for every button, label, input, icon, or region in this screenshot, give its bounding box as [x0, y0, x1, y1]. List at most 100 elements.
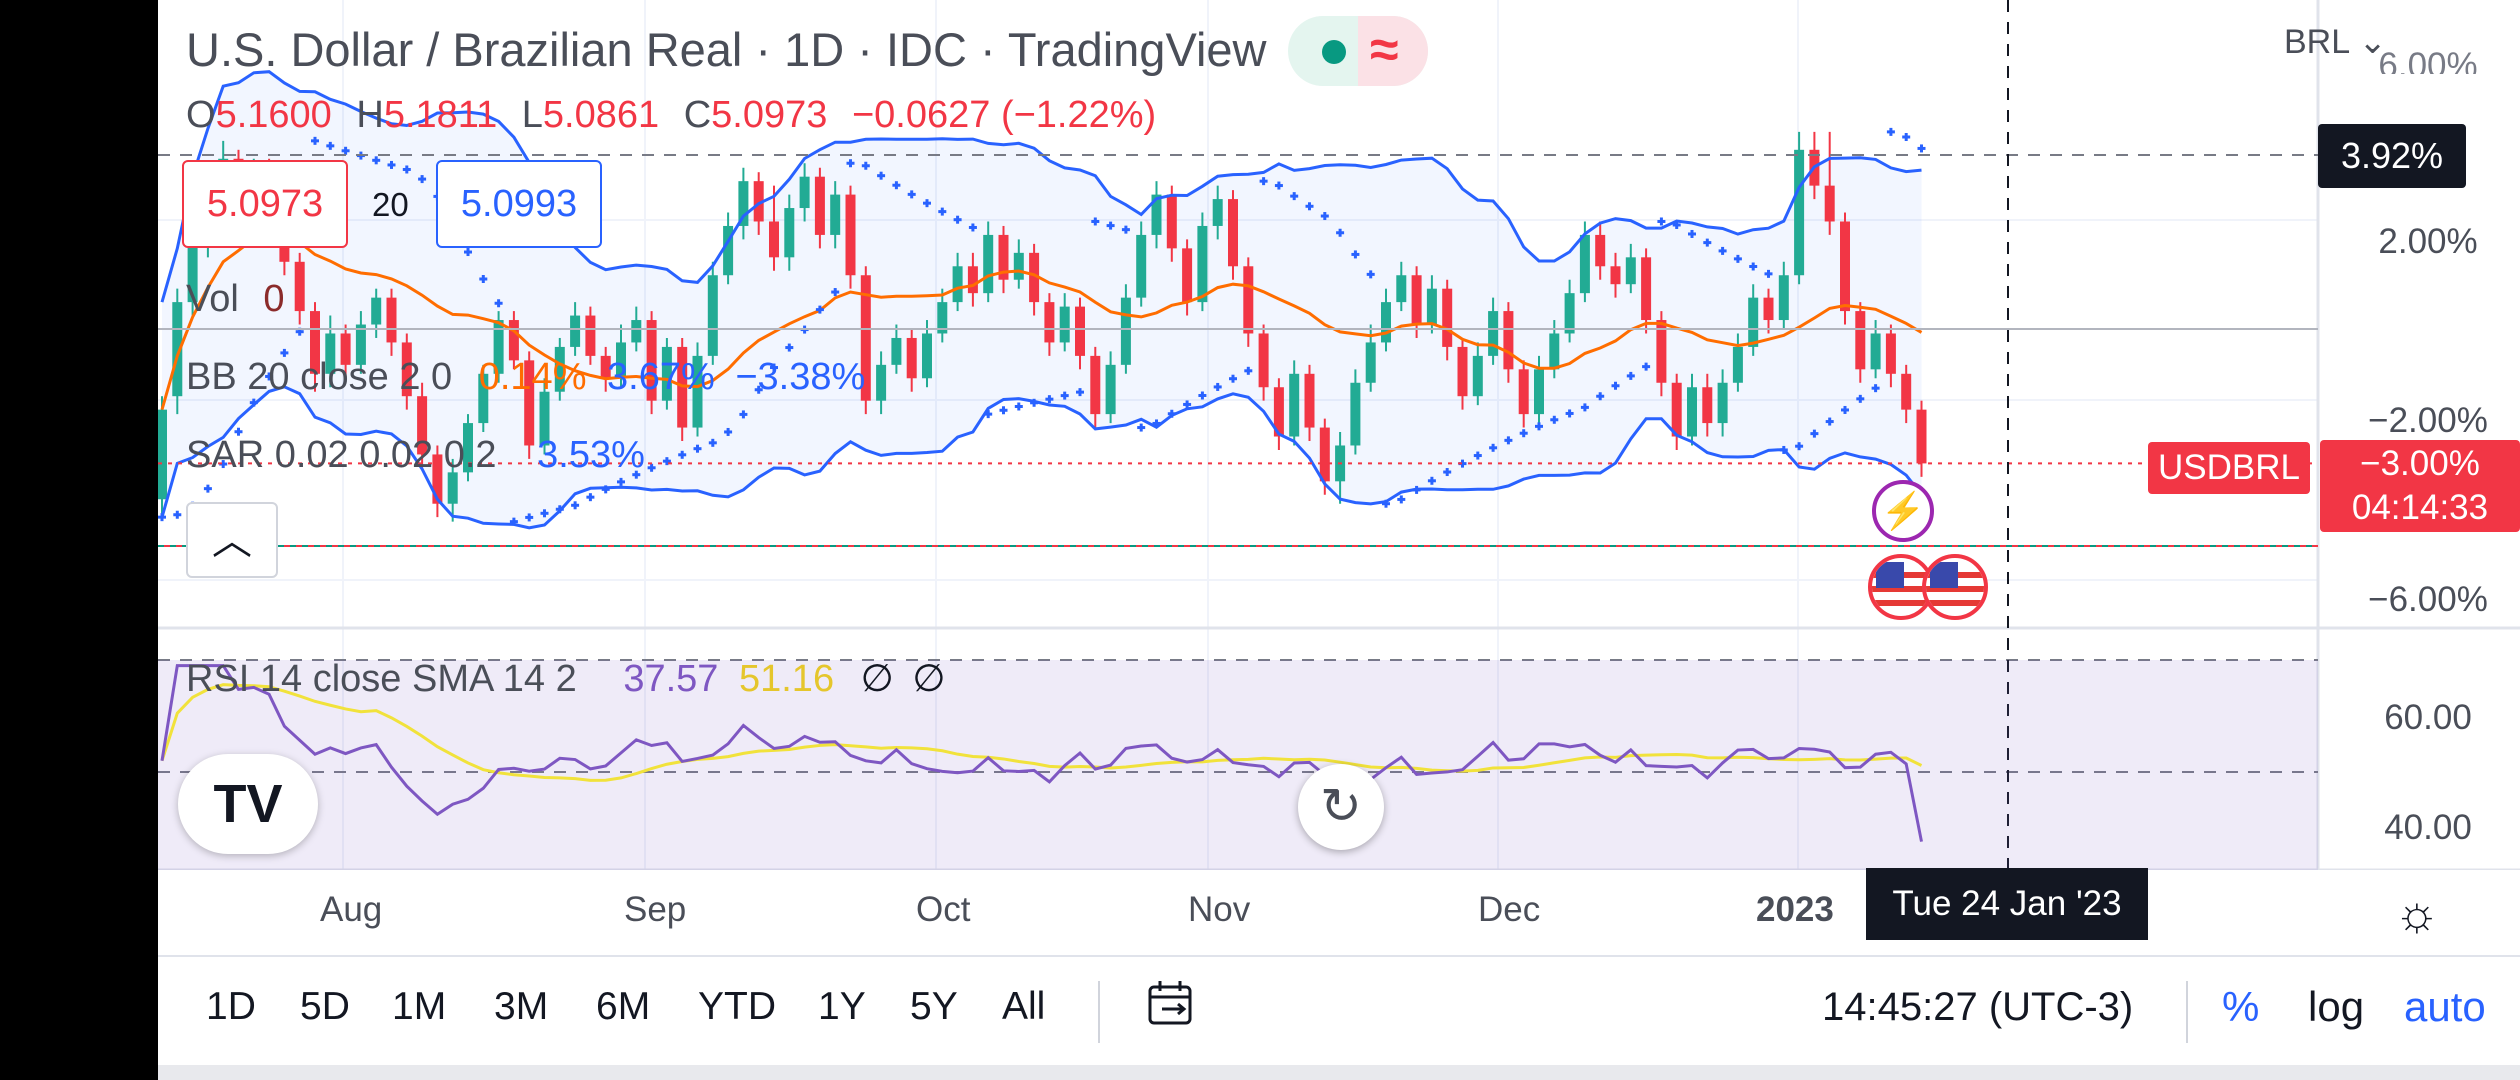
candle-down: [1243, 266, 1254, 334]
symbol-tag: USDBRL: [2148, 442, 2310, 494]
range-6m[interactable]: 6M: [596, 985, 651, 1028]
candle-down: [906, 337, 917, 379]
rsi-na-2: ∅: [912, 658, 946, 700]
candle-down: [1075, 306, 1085, 356]
range-1d[interactable]: 1D: [206, 985, 256, 1028]
bb-legend[interactable]: BB 20 close 2 0 0.14% 3.67% −3.38%: [186, 356, 865, 399]
candle-up: [616, 342, 626, 379]
candle-down: [753, 181, 764, 222]
candle-down: [1916, 409, 1927, 464]
range-1m[interactable]: 1M: [392, 985, 447, 1028]
candle-down: [1702, 387, 1713, 424]
high-key: H: [356, 94, 384, 136]
candle-down: [600, 355, 611, 379]
range-all[interactable]: All: [1002, 985, 1046, 1028]
candle-up: [830, 194, 841, 235]
vol-value: 0: [263, 278, 285, 320]
reset-icon[interactable]: ↻: [1298, 764, 1384, 850]
candle-up: [1013, 252, 1024, 280]
calendar-range-icon[interactable]: [1144, 977, 1198, 1031]
order-buy-price[interactable]: 5.0993: [436, 160, 602, 248]
time-label-dec: Dec: [1478, 890, 1541, 929]
candle-up: [1472, 355, 1483, 397]
sun-settings-icon[interactable]: ☼: [2394, 885, 2440, 941]
candle-up: [1549, 333, 1560, 370]
collapse-legend-button[interactable]: ︿: [186, 502, 278, 578]
time-label-oct: Oct: [916, 890, 971, 929]
low-key: L: [521, 94, 543, 136]
candle-up: [1732, 346, 1743, 383]
scale-high-tag: 3.92%: [2318, 124, 2466, 188]
sar-value: 3.53%: [537, 434, 645, 476]
toolbar-divider: [2186, 981, 2188, 1043]
candle-up: [355, 324, 366, 365]
percent-toggle[interactable]: %: [2222, 983, 2260, 1030]
currency-selector[interactable]: BRL ⌄: [2284, 22, 2387, 62]
timezone-clock[interactable]: 14:45:27 (UTC-3): [1822, 985, 2134, 1029]
lightning-icon[interactable]: ⚡: [1872, 480, 1934, 542]
candle-up: [1534, 369, 1544, 415]
rsi-name: RSI 14 close SMA 14 2: [186, 658, 577, 700]
range-5y[interactable]: 5Y: [910, 985, 958, 1028]
bb-lower-band: [160, 385, 1923, 530]
bottom-toolbar: 1D 5D 1M 3M 6M YTD 1Y 5Y All 14:45:27 (U…: [158, 955, 2520, 1065]
candle-up: [1365, 342, 1376, 383]
vol-legend[interactable]: Vol 0: [186, 278, 285, 321]
range-5d[interactable]: 5D: [300, 985, 350, 1028]
candle-down: [1044, 302, 1055, 343]
range-ytd[interactable]: YTD: [698, 985, 776, 1028]
candle-up: [799, 176, 810, 209]
candle-down: [1273, 387, 1284, 437]
candle-up: [1350, 382, 1361, 446]
candle-down: [1166, 194, 1177, 249]
chart-grid: [158, 0, 2520, 870]
scale-partial-label: 6.00%: [2378, 46, 2478, 74]
candle-down: [967, 266, 978, 294]
us-flag-icon[interactable]: [1922, 554, 1988, 620]
candle-down: [998, 234, 1009, 280]
market-open-dot-icon: [1322, 40, 1346, 64]
sar-legend[interactable]: SAR 0.02 0.02 0.2 3.53%: [186, 434, 645, 477]
close-key: C: [683, 94, 712, 136]
ohlc-legend: O5.1600 H5.1811 L5.0861 C5.0973 −0.0627 …: [186, 94, 1170, 137]
candle-up: [631, 320, 642, 343]
delayed-data-icon: ≈: [1370, 21, 1399, 79]
candle-up: [463, 423, 473, 473]
time-label-sep: Sep: [624, 890, 687, 929]
candle-down: [1411, 275, 1422, 325]
tradingview-logo-icon[interactable]: TV: [178, 754, 318, 854]
candle-down: [524, 360, 535, 446]
bb-basis-line: [160, 230, 1923, 411]
market-status-pill[interactable]: ≈: [1288, 16, 1428, 86]
candle-down: [386, 297, 397, 343]
currency-label: BRL: [2284, 23, 2349, 61]
rsi-tick-40: 40.00: [2384, 808, 2472, 847]
candle-down: [1457, 346, 1468, 397]
candle-down: [1595, 234, 1606, 267]
chart-canvas[interactable]: [158, 0, 2520, 870]
candle-up: [325, 333, 336, 374]
candle-up: [1396, 275, 1407, 303]
log-toggle[interactable]: log: [2308, 983, 2365, 1030]
candle-up: [158, 409, 167, 500]
candle-up: [738, 181, 749, 226]
candle-up: [1778, 275, 1789, 321]
candle-up: [1870, 333, 1881, 370]
candle-up: [1488, 311, 1499, 356]
candle-down: [1319, 427, 1330, 482]
bar-countdown: 04:14:33: [2351, 488, 2489, 527]
range-1y[interactable]: 1Y: [818, 985, 866, 1028]
candle-down: [1304, 373, 1315, 428]
change-value: −0.0627 (−1.22%): [851, 94, 1157, 136]
candle-down: [1901, 373, 1912, 410]
order-sell-price[interactable]: 5.0973: [182, 160, 348, 248]
candle-up: [1625, 257, 1636, 285]
chart-app[interactable]: U.S. Dollar / Brazilian Real · 1D · IDC …: [158, 0, 2520, 1080]
candle-down: [1656, 320, 1667, 383]
candle-up: [1197, 225, 1208, 303]
auto-toggle[interactable]: auto: [2404, 983, 2486, 1030]
open-value: 5.1600: [215, 94, 332, 136]
candle-down: [814, 176, 825, 235]
range-3m[interactable]: 3M: [494, 985, 549, 1028]
rsi-legend[interactable]: RSI 14 close SMA 14 2 37.57 51.16 ∅ ∅: [186, 656, 945, 701]
